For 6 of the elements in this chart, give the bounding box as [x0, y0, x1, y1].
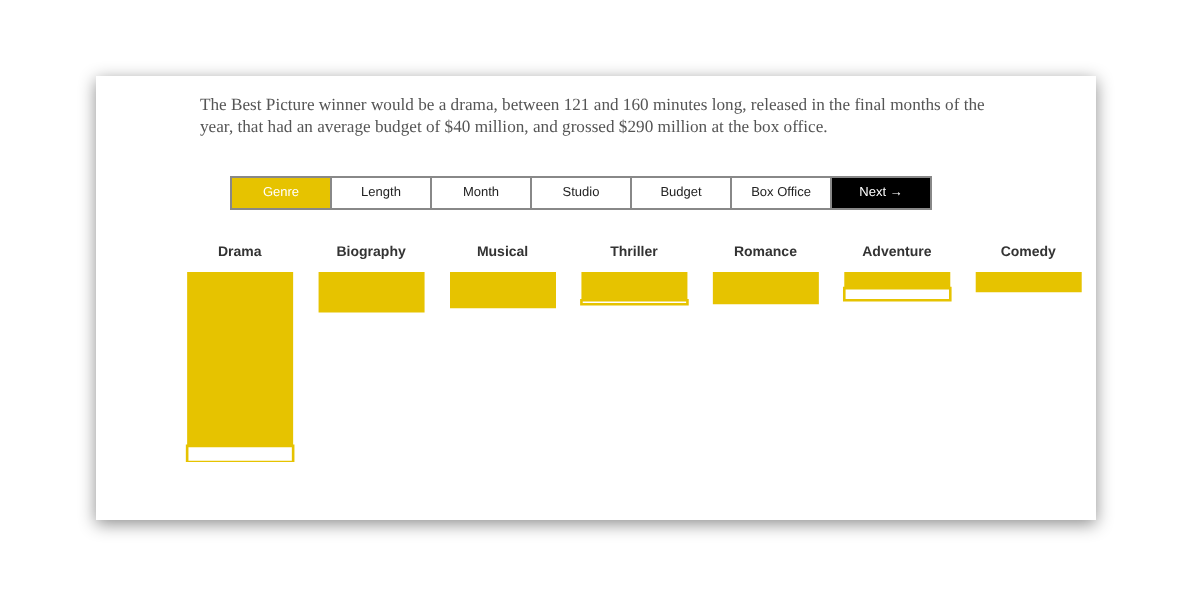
bar: [975, 272, 1082, 293]
bar: [581, 272, 688, 301]
bar: [450, 272, 556, 309]
bar: [712, 272, 819, 305]
chart-title: The Best Picture winner would be a drama, between 121 and 160 minutes long, released in the final months of the year, that had an average budget of $40 million, and grossed $290 million at the box office.: [200, 94, 987, 138]
bar: [318, 272, 425, 313]
